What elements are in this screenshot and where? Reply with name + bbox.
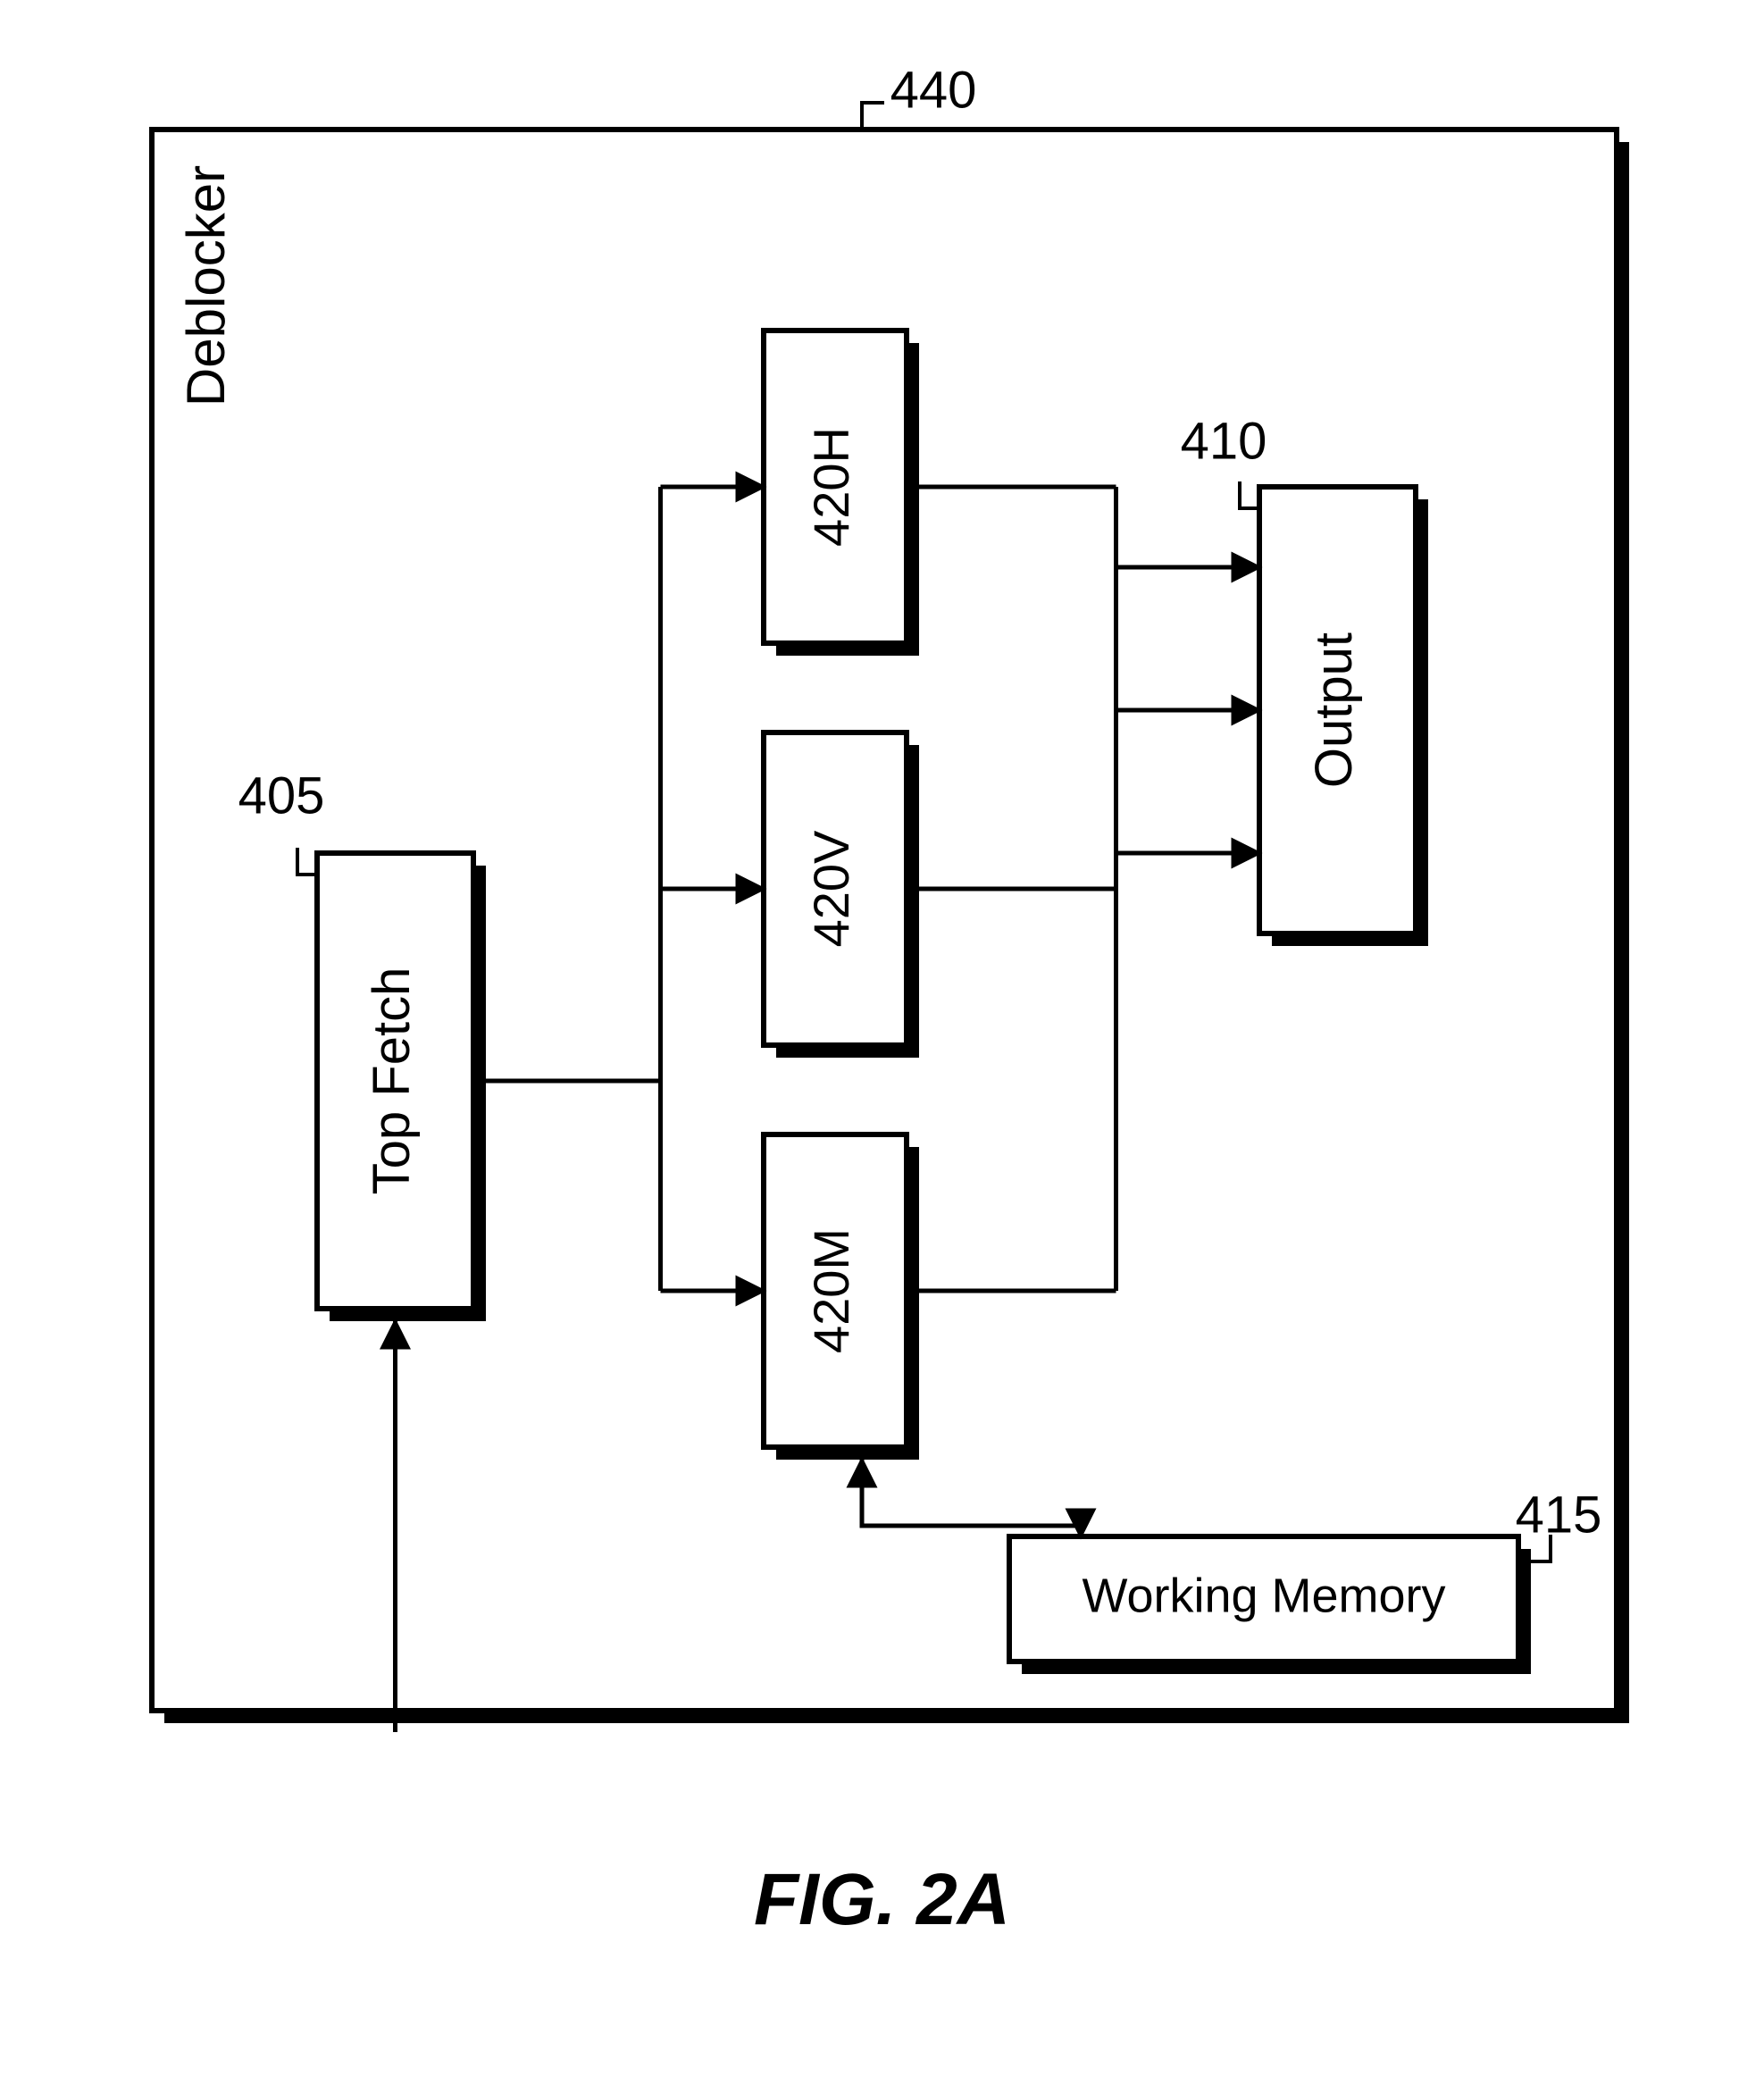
filter-420v-box-label: 420V	[803, 830, 859, 947]
deblocker-title: Deblocker	[176, 165, 236, 406]
callout-440-leader	[862, 103, 884, 130]
filter-420m-box-label: 420M	[803, 1228, 859, 1353]
output-box-label: Output	[1305, 632, 1363, 788]
figure-caption-text: FIG. 2A	[754, 1859, 1010, 1940]
figure-caption: FIG. 2A	[0, 1858, 1764, 1942]
callout-415: 415	[1516, 1486, 1602, 1544]
filter-420h-box-label: 420H	[803, 427, 859, 547]
top-fetch-box-label: Top Fetch	[363, 967, 421, 1195]
callout-405: 405	[238, 766, 325, 825]
working-memory-box-label: Working Memory	[1082, 1569, 1445, 1622]
callout-440: 440	[890, 61, 977, 119]
callout-410: 410	[1181, 412, 1267, 470]
